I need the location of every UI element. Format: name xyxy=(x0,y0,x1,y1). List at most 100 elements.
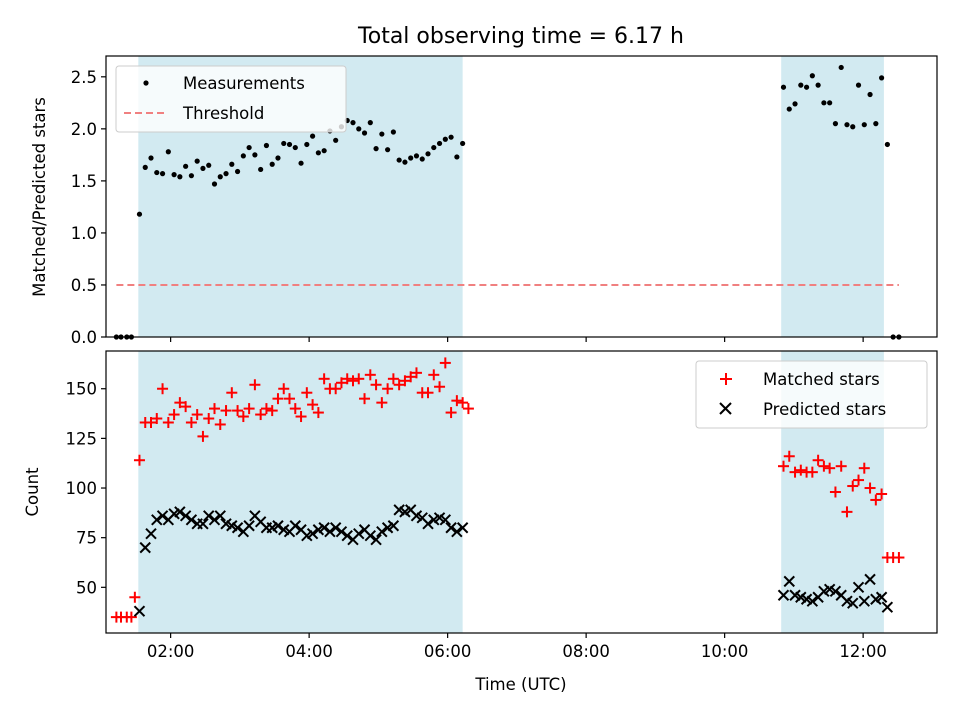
measurement-point xyxy=(821,100,827,106)
matched-star-marker xyxy=(284,393,296,405)
measurement-point xyxy=(396,157,402,163)
predicted-star-marker xyxy=(852,581,865,594)
predicted-star-marker xyxy=(243,520,255,532)
top-axes-ticks: 0.0 0.5 1.0 1.5 2.0 2.5 xyxy=(71,68,864,347)
measurement-point xyxy=(240,153,246,159)
matched-star-marker xyxy=(393,379,405,391)
measurement-point xyxy=(188,173,195,179)
matched-star-marker xyxy=(278,383,290,395)
predicted-star-marker xyxy=(456,522,469,534)
matched-star-marker xyxy=(208,403,220,415)
measurement-point xyxy=(379,131,385,137)
measurement-point xyxy=(786,106,792,112)
predicted-star-marker xyxy=(847,597,859,609)
matched-star-marker xyxy=(266,405,278,417)
predicted-star-marker xyxy=(783,575,795,588)
measurement-point xyxy=(442,136,448,142)
predicted-star-marker xyxy=(208,514,221,526)
matched-star-marker xyxy=(410,367,422,379)
predicted-star-marker xyxy=(376,526,388,538)
matched-star-marker xyxy=(203,413,215,425)
chart-title: Total observing time = 6.17 h xyxy=(357,24,684,49)
measurement-point xyxy=(281,140,287,147)
bottom-legend: Matched stars Predicted stars xyxy=(695,360,928,429)
y-tick-label-top: 0.5 xyxy=(71,276,97,295)
matched-star-marker xyxy=(301,387,313,399)
measurement-point xyxy=(136,211,143,217)
matched-star-marker xyxy=(162,416,174,428)
predicted-star-marker xyxy=(174,506,186,518)
predicted-star-marker xyxy=(875,591,888,603)
y-tick-label-top: 2.5 xyxy=(71,68,97,87)
measurement-point xyxy=(292,144,298,151)
measurement-point xyxy=(356,126,362,132)
matched-star-marker xyxy=(835,460,847,472)
measurement-point xyxy=(373,146,379,152)
matched-star-marker xyxy=(174,397,186,409)
counts-panel: 02:00 04:00 06:00 08:00 10:00 12:00 50 75 100 125… xyxy=(23,350,938,694)
y-tick-label-bottom: 100 xyxy=(66,479,98,498)
measurement-point xyxy=(815,82,821,88)
measurement-point xyxy=(838,64,844,71)
predicted-star-marker xyxy=(151,514,163,526)
matched-legend-marker xyxy=(720,373,732,385)
predicted-legend-label: Predicted stars xyxy=(763,400,886,419)
predicted-star-marker xyxy=(329,522,342,534)
matched-star-marker xyxy=(870,494,882,506)
measurement-point xyxy=(454,154,460,160)
measurement-point xyxy=(448,134,454,140)
y-tick-label-top: 1.0 xyxy=(71,224,97,243)
matched-star-marker xyxy=(318,373,330,385)
matched-star-marker xyxy=(434,381,446,393)
predicted-star-marker xyxy=(179,510,192,522)
predicted-star-marker xyxy=(806,595,819,607)
matched-star-marker xyxy=(812,454,824,466)
measurement-point xyxy=(211,181,218,187)
measurement-point xyxy=(436,140,443,147)
matched-star-marker xyxy=(789,466,801,478)
y-tick-label-bottom: 75 xyxy=(76,529,97,548)
measurements-plot-area xyxy=(113,64,902,340)
matched-star-marker xyxy=(335,377,347,389)
matched-star-marker xyxy=(382,383,394,395)
predicted-star-marker xyxy=(445,522,457,534)
matched-star-marker xyxy=(777,460,789,472)
x-tick-label: 04:00 xyxy=(285,642,333,661)
measurement-point xyxy=(263,142,270,149)
matched-star-marker xyxy=(847,480,859,492)
predicted-star-marker xyxy=(272,520,284,532)
matched-star-marker xyxy=(405,371,417,383)
measurement-point xyxy=(269,161,275,167)
measurement-point xyxy=(350,120,356,126)
measurement-point xyxy=(194,158,200,164)
matched-star-marker xyxy=(197,430,209,442)
predicted-star-marker xyxy=(231,522,244,534)
measurement-point xyxy=(200,165,206,171)
predicted-star-marker xyxy=(133,605,146,617)
measurement-point xyxy=(844,122,850,128)
measurement-point xyxy=(333,137,339,143)
matched-star-marker xyxy=(232,405,244,417)
matched-star-marker xyxy=(451,395,463,407)
predicted-star-marker xyxy=(185,514,198,526)
matched-star-marker xyxy=(330,383,342,395)
predicted-star-marker xyxy=(353,527,365,540)
matched-star-marker xyxy=(289,403,301,415)
matched-star-marker xyxy=(439,357,451,369)
measurement-point xyxy=(275,155,281,161)
top-axes-frame xyxy=(105,55,938,338)
x-tick-label: 02:00 xyxy=(147,642,195,661)
matched-star-marker xyxy=(180,401,192,413)
matched-star-marker xyxy=(806,466,818,478)
matched-star-marker xyxy=(370,379,382,391)
measurement-point xyxy=(850,124,856,130)
measurement-point xyxy=(861,122,867,128)
predicted-star-marker xyxy=(156,510,169,522)
x-tick-label: 12:00 xyxy=(839,642,887,661)
bottom-axes-ticks: 02:00 04:00 06:00 08:00 10:00 12:00 50 75 100 125… xyxy=(66,380,887,661)
measurement-point xyxy=(252,152,258,158)
predicted-star-marker xyxy=(214,510,226,522)
x-tick-label: 08:00 xyxy=(562,642,610,661)
observing-window-top-2 xyxy=(781,56,884,337)
bottom-y-axis-label: Count xyxy=(23,467,42,517)
